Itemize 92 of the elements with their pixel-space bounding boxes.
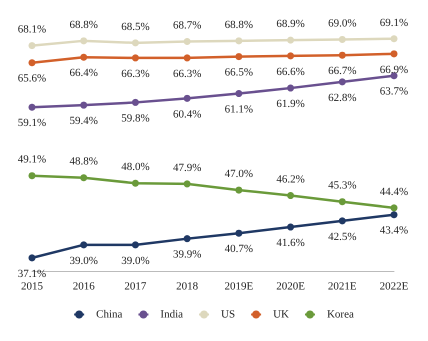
legend-label: Korea bbox=[326, 308, 354, 320]
data-label: 66.5% bbox=[224, 66, 254, 79]
point bbox=[235, 186, 242, 194]
point bbox=[80, 241, 88, 248]
point bbox=[235, 37, 242, 44]
data-label: 61.1% bbox=[224, 104, 254, 116]
data-label: 68.8% bbox=[70, 18, 98, 31]
legend-label: UK bbox=[273, 308, 290, 320]
point bbox=[132, 54, 139, 62]
point bbox=[287, 36, 294, 44]
point bbox=[338, 198, 346, 206]
x-tick-label: 2015 bbox=[21, 280, 44, 292]
data-label: 65.6% bbox=[18, 72, 46, 85]
legend-label: US bbox=[221, 308, 236, 320]
point bbox=[28, 104, 36, 111]
point bbox=[390, 35, 398, 42]
data-label: 68.5% bbox=[121, 20, 150, 33]
point bbox=[184, 180, 191, 188]
data-label: 68.1% bbox=[18, 24, 46, 36]
data-label: 61.9% bbox=[276, 98, 305, 110]
data-label: 41.6% bbox=[276, 237, 305, 250]
data-label: 45.3% bbox=[328, 180, 356, 192]
point bbox=[235, 230, 242, 237]
point bbox=[184, 235, 191, 242]
data-label: 59.8% bbox=[121, 112, 150, 124]
data-label: 68.7% bbox=[172, 20, 202, 32]
point bbox=[287, 224, 294, 231]
point bbox=[28, 59, 36, 66]
point bbox=[338, 52, 346, 59]
point bbox=[338, 78, 346, 86]
point bbox=[132, 39, 139, 46]
point bbox=[132, 98, 139, 106]
x-tick-label: 2016 bbox=[72, 280, 96, 292]
x-tick-label: 2022E bbox=[380, 280, 409, 292]
point bbox=[235, 53, 242, 60]
point bbox=[184, 94, 191, 102]
data-label: 68.8% bbox=[224, 18, 254, 31]
data-label: 59.1% bbox=[18, 117, 46, 130]
x-tick-label: 2019E bbox=[224, 280, 254, 292]
legend-label: China bbox=[96, 308, 123, 320]
data-label: 42.5% bbox=[328, 230, 356, 243]
data-label: 69.0% bbox=[328, 17, 356, 30]
data-label: 39.9% bbox=[172, 248, 202, 261]
data-label: 68.9% bbox=[276, 18, 305, 30]
x-tick-label: 2021E bbox=[328, 280, 357, 292]
data-label: 47.9% bbox=[172, 162, 202, 174]
point bbox=[28, 254, 36, 262]
data-label: 44.4% bbox=[380, 186, 408, 198]
point bbox=[338, 217, 346, 224]
data-label: 39.0% bbox=[121, 254, 150, 267]
point bbox=[287, 192, 294, 200]
data-label: 66.7% bbox=[328, 65, 356, 78]
data-label: 46.2% bbox=[276, 174, 305, 186]
legend-label: India bbox=[160, 308, 184, 320]
point bbox=[80, 37, 88, 44]
data-label: 66.9% bbox=[380, 64, 408, 76]
point bbox=[28, 172, 36, 180]
point bbox=[80, 102, 88, 109]
point bbox=[235, 90, 242, 98]
data-label: 60.4% bbox=[172, 108, 202, 120]
data-label: 47.0% bbox=[224, 168, 254, 180]
point bbox=[338, 36, 346, 43]
data-label: 66.3% bbox=[172, 68, 202, 80]
data-label: 43.4% bbox=[380, 224, 408, 237]
data-label: 66.3% bbox=[121, 68, 150, 80]
point bbox=[132, 241, 139, 248]
data-label: 69.1% bbox=[380, 16, 408, 29]
x-tick-label: 2020E bbox=[276, 280, 306, 292]
data-label: 66.6% bbox=[276, 66, 305, 78]
point bbox=[287, 84, 294, 92]
point bbox=[287, 52, 294, 60]
point bbox=[184, 38, 191, 45]
data-label: 62.8% bbox=[328, 92, 356, 104]
data-label: 59.4% bbox=[70, 115, 98, 128]
point bbox=[80, 54, 88, 61]
point bbox=[184, 54, 191, 62]
point bbox=[28, 42, 36, 50]
data-label: 48.8% bbox=[70, 156, 98, 168]
point bbox=[390, 211, 398, 218]
x-tick-label: 2018 bbox=[176, 280, 199, 292]
data-label: 48.0% bbox=[121, 161, 150, 174]
data-label: 40.7% bbox=[224, 243, 254, 256]
point bbox=[390, 204, 398, 212]
point bbox=[80, 174, 88, 182]
data-label: 37.1% bbox=[18, 268, 46, 280]
data-label: 39.0% bbox=[70, 254, 98, 267]
data-label: 66.4% bbox=[70, 67, 98, 80]
x-tick-label: 2017 bbox=[124, 280, 147, 292]
point bbox=[390, 50, 398, 58]
point bbox=[132, 180, 139, 187]
data-label: 49.1% bbox=[18, 154, 46, 166]
data-label: 63.7% bbox=[380, 86, 408, 98]
